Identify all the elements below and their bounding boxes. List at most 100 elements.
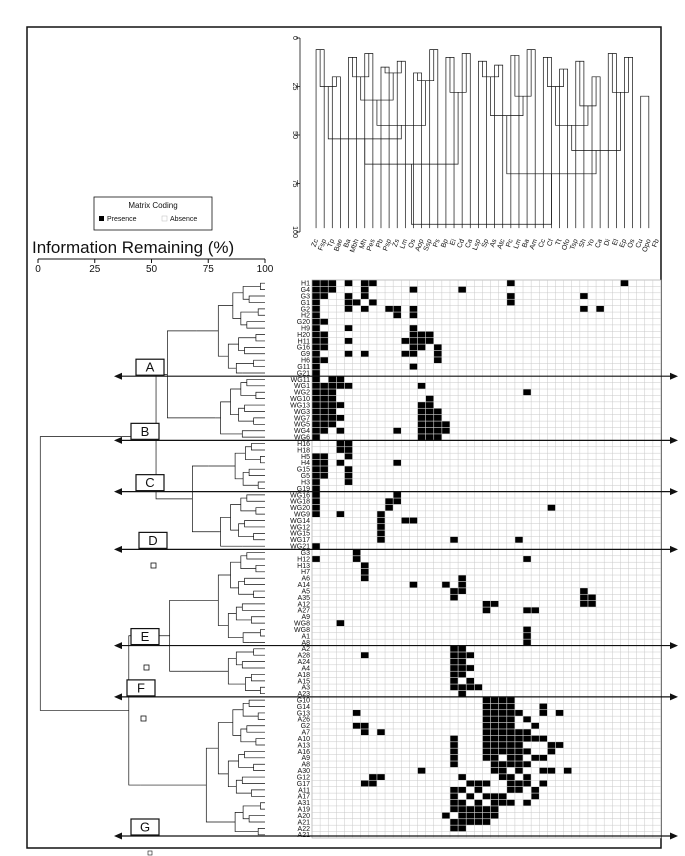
presence-cell [580,305,588,312]
presence-cell [466,665,475,671]
presence-cell [336,440,345,447]
presence-cell [360,568,369,575]
presence-cell [490,600,499,607]
presence-cell [434,357,442,364]
presence-cell [474,806,483,813]
dendrogram-branch [364,53,374,229]
group-label-box: F [126,679,156,697]
presence-cell [336,382,345,389]
dendrogram-branch [230,504,241,531]
dendrogram-branch [417,49,435,82]
presence-cell [360,280,369,287]
presence-cell [417,402,426,408]
dendrogram-branch [235,363,254,374]
presence-cell [312,357,320,364]
presence-cell [312,350,320,357]
presence-cell [320,459,328,466]
presence-cell [409,286,418,293]
row-label: WG18 [290,499,310,506]
dendrogram-branch [396,60,406,229]
row-label: A7 [301,730,310,737]
presence-cell [425,434,434,441]
presence-cell [507,761,515,768]
presence-cell [312,472,320,479]
top-axis-tick-label: 50 [291,131,298,139]
presence-cell [482,716,491,723]
group-label-box: D [138,531,168,549]
presence-cell [523,774,531,780]
presence-cell [580,594,588,601]
column-label: Sp [481,238,491,249]
presence-cell [523,639,531,646]
legend: Matrix Coding Presence Absence [93,196,213,231]
presence-cell [515,754,523,761]
presence-cell [515,748,523,755]
presence-cell [328,414,337,421]
dendrogram-branch [376,80,426,126]
presence-cell [523,556,531,562]
presence-cell [523,716,531,723]
row-label: G20 [297,319,310,326]
presence-cell [360,305,369,312]
presence-cell [515,729,523,736]
presence-cell [490,710,499,716]
presence-cell [588,594,596,601]
dendrogram-branch [167,330,216,419]
presence-cell [539,767,548,774]
presence-cell [320,293,328,299]
group-label-letter: C [145,475,154,490]
presence-cell [409,305,418,312]
group-label-box: A [135,358,165,376]
dendrogram-branch [257,828,265,836]
column-label: Ps [432,238,442,249]
presence-cell [377,774,385,780]
presence-cell [588,600,596,607]
dendrogram-branch [380,66,390,229]
dendrogram-branch [245,677,261,691]
row-label: A22 [298,826,311,833]
dendrogram-branch [246,379,265,387]
row-label: A21 [298,819,311,826]
dendrogram-branch [255,738,265,746]
presence-cell [490,703,499,710]
dendrogram-branch [364,92,459,165]
dendrogram-branch [248,815,265,823]
presence-cell [417,414,426,421]
row-labels: H1G4G3G1G2H2G20H9H20H11G16G9H6G11G21WG11… [290,281,310,840]
presence-cell [490,767,499,774]
group-label-box: C [135,474,165,492]
row-label: A3 [301,685,310,692]
presence-cell [312,325,320,332]
presence-cell [360,293,369,299]
row-dendrogram [39,282,265,836]
presence-cell [401,350,410,357]
presence-cell [507,748,515,755]
row-label: G16 [297,345,310,352]
group-dividers: A B C D E F G [114,358,678,840]
presence-cell [507,780,515,787]
presence-cell [393,459,401,466]
presence-cell [434,421,442,428]
presence-cell [547,748,556,755]
row-label: G14 [297,704,310,711]
presence-cell [547,742,556,748]
presence-cell [458,825,466,832]
arrowhead-left [114,488,122,496]
presence-cell [320,331,328,338]
dendrogram-branch [238,407,254,422]
dendrogram-branch [245,446,261,460]
row-label: A2 [301,646,310,653]
presence-cell [320,421,328,428]
presence-cell [466,652,475,659]
presence-cell [417,427,426,434]
presence-cell [490,729,499,736]
presence-cell [312,453,320,460]
row-label: WG20 [290,505,310,512]
row-label: H16 [297,441,310,448]
dendrogram-branch [238,523,254,537]
information-axis: Information Remaining (%) 0 25 50 75 100 [32,238,274,275]
presence-cell [523,748,531,755]
dendrogram-branch [352,53,370,78]
presence-cell [312,434,320,441]
presence-cell [360,286,369,293]
